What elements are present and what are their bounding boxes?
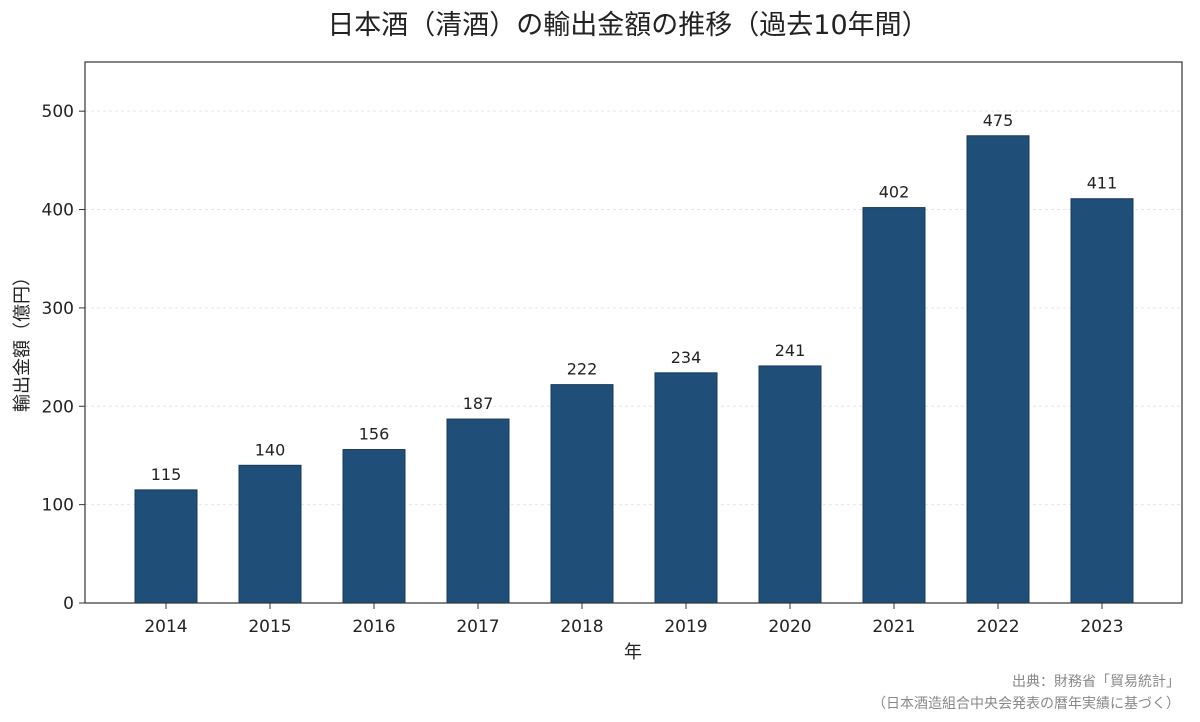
- bar: [134, 489, 198, 604]
- x-tick-label: 2023: [1080, 617, 1123, 637]
- x-tick-label: 2020: [768, 617, 811, 637]
- data-label: 402: [879, 183, 910, 202]
- y-tick-label: 500: [42, 102, 74, 122]
- x-tick-label: 2019: [664, 617, 707, 637]
- bars-group: [134, 135, 1134, 604]
- data-label: 222: [567, 360, 598, 379]
- y-tick-label: 0: [63, 594, 74, 614]
- y-tick-label: 100: [42, 496, 74, 516]
- data-label: 475: [983, 111, 1014, 130]
- data-labels-group: 115 140 156 187 222 234 241 402 475 411: [151, 111, 1118, 484]
- x-tick-label: 2016: [352, 617, 395, 637]
- x-tick-label: 2017: [456, 617, 499, 637]
- bar: [342, 449, 406, 604]
- data-label: 241: [775, 341, 806, 360]
- bar: [1070, 198, 1134, 604]
- bar: [238, 464, 302, 604]
- source-line-2: （日本酒造組合中央会発表の暦年実績に基づく）: [872, 695, 1180, 712]
- plot-frame: [84, 61, 1183, 604]
- y-axis-ticks: 0 100 200 300 400 500: [42, 102, 85, 614]
- bar: [550, 384, 614, 604]
- bar: [446, 418, 510, 604]
- data-label: 234: [671, 348, 702, 367]
- x-axis-ticks: 2014 2015 2016 2017 2018 2019 2020 2021 2022 2023: [144, 603, 1124, 637]
- x-tick-label: 2015: [248, 617, 291, 637]
- data-label: 140: [255, 440, 286, 459]
- data-label: 411: [1087, 174, 1118, 193]
- chart-title: 日本酒（清酒）の輸出金額の推移（過去10年間）: [327, 10, 928, 41]
- data-label: 187: [463, 394, 494, 413]
- y-axis-label: 輸出金額（億円）: [12, 268, 33, 412]
- data-label: 115: [151, 465, 182, 484]
- bar: [862, 207, 926, 604]
- x-tick-label: 2022: [976, 617, 1019, 637]
- bar: [966, 135, 1030, 604]
- x-tick-label: 2018: [560, 617, 603, 637]
- y-tick-label: 200: [42, 397, 74, 417]
- bar: [654, 372, 718, 604]
- source-line-1: 出典：財務省「貿易統計」: [1012, 674, 1180, 690]
- bar: [758, 365, 822, 604]
- x-tick-label: 2021: [872, 617, 915, 637]
- y-tick-label: 400: [42, 201, 74, 221]
- y-tick-label: 300: [42, 299, 74, 319]
- x-tick-label: 2014: [144, 617, 187, 637]
- x-axis-label: 年: [624, 642, 642, 663]
- data-label: 156: [359, 425, 390, 444]
